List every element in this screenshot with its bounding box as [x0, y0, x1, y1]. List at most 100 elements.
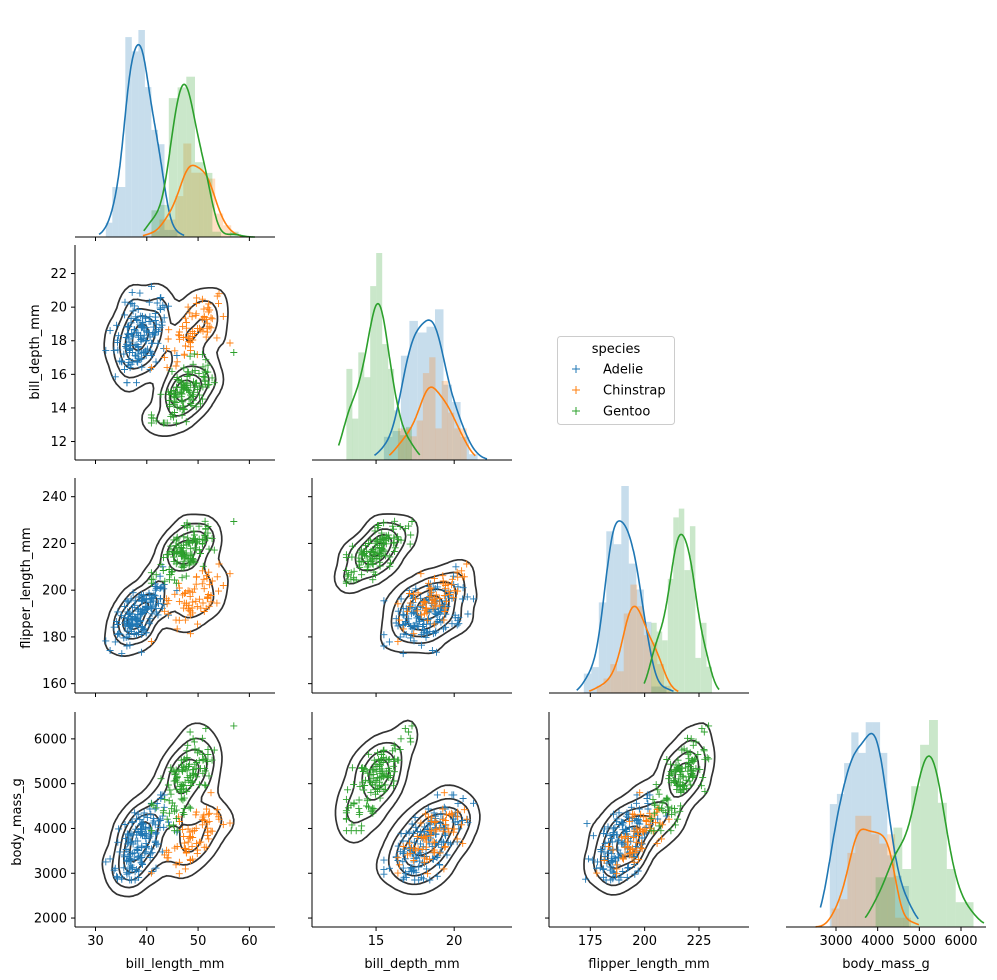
- scatter-point: [454, 800, 462, 808]
- scatter-point: [449, 572, 457, 580]
- scatter-point: [690, 772, 698, 780]
- scatter-point: [151, 805, 159, 813]
- scatter-point: [440, 803, 448, 811]
- scatter-point: [171, 576, 178, 584]
- y-tick-label: 20: [50, 301, 67, 316]
- scatter-point: [350, 567, 358, 575]
- scatter-point: [392, 615, 400, 623]
- scatter-point: [652, 819, 660, 827]
- scatter-point: [362, 552, 370, 560]
- scatter-point: [152, 830, 160, 838]
- scatter-point: [170, 802, 178, 810]
- scatter-point: [639, 827, 647, 835]
- scatter-point: [348, 821, 356, 829]
- scatter-point: [364, 557, 372, 565]
- histogram-bar: [858, 752, 866, 927]
- scatter-point: [406, 540, 414, 548]
- scatter-point: [127, 300, 135, 308]
- scatter-point: [399, 611, 407, 619]
- scatter-point: [204, 308, 212, 316]
- scatter-point: [114, 346, 122, 354]
- scatter-point: [446, 591, 454, 598]
- scatter-point: [148, 849, 156, 857]
- scatter-point: [141, 849, 149, 857]
- histogram-bar: [658, 686, 667, 693]
- scatter-point: [138, 854, 146, 861]
- scatter-point: [385, 638, 393, 646]
- scatter-point: [667, 827, 675, 835]
- scatter-point: [173, 358, 181, 366]
- scatter-point: [609, 828, 617, 836]
- scatter-point: [419, 629, 427, 637]
- scatter-point: [215, 300, 222, 308]
- histogram-bar: [167, 219, 176, 237]
- scatter-point: [184, 741, 192, 749]
- legend-entry-label: Adelie: [603, 363, 643, 378]
- scatter-point: [418, 601, 426, 609]
- scatter-point: [358, 571, 366, 579]
- histogram-bar: [382, 344, 389, 460]
- histogram-layer: [105, 30, 974, 927]
- scatter-point: [114, 336, 121, 344]
- scatter-point: [147, 364, 155, 372]
- scatter-point: [426, 855, 434, 863]
- scatter-point: [199, 327, 207, 335]
- scatter-point: [195, 522, 203, 530]
- scatter-point: [141, 313, 149, 321]
- histogram-bar: [657, 664, 664, 693]
- scatter-point: [347, 575, 355, 583]
- scatter-point: [180, 351, 188, 359]
- scatter-point: [394, 854, 402, 862]
- histogram-bar: [199, 172, 208, 237]
- scatter-point: [438, 837, 446, 845]
- scatter-point: [173, 375, 181, 383]
- scatter-point: [126, 876, 134, 884]
- scatter-point: [138, 597, 146, 605]
- scatter-point: [164, 335, 172, 343]
- scatter-point: [424, 805, 432, 813]
- scatter-point: [633, 799, 640, 807]
- scatter-point: [428, 827, 436, 835]
- scatter-point: [448, 594, 456, 602]
- histogram-bar: [388, 368, 395, 460]
- scatter-point: [206, 809, 214, 817]
- scatter-point: [164, 550, 172, 558]
- histogram-bar: [151, 231, 160, 237]
- scatter-point: [627, 803, 635, 811]
- scatter-point: [625, 863, 632, 871]
- kde-layer: [98, 43, 985, 928]
- scatter-point: [612, 855, 619, 863]
- scatter-point: [123, 597, 131, 605]
- scatter-point: [673, 782, 681, 789]
- scatter-point: [396, 848, 404, 856]
- scatter-point: [459, 817, 467, 824]
- scatter-point: [155, 817, 162, 825]
- scatter-point: [192, 311, 200, 319]
- scatter-point: [431, 812, 439, 820]
- scatter-point: [138, 335, 146, 343]
- scatter-point: [189, 336, 197, 344]
- scatter-point: [114, 838, 122, 846]
- scatter-point: [152, 586, 160, 594]
- scatter-point: [399, 864, 407, 872]
- scatter-point: [202, 843, 210, 851]
- scatter-point: [157, 584, 165, 592]
- scatter-point: [138, 322, 146, 330]
- scatter-point: [201, 531, 209, 539]
- scatter-point: [176, 404, 184, 412]
- scatter-point: [213, 292, 221, 300]
- scatter-point: [173, 827, 181, 835]
- scatter-point: [426, 593, 434, 601]
- scatter-point: [152, 864, 160, 872]
- kde-curve: [142, 164, 248, 238]
- scatter-point: [355, 810, 363, 818]
- scatter-point: [369, 770, 377, 778]
- scatter-point: [147, 638, 155, 646]
- scatter-point: [189, 827, 197, 835]
- scatter-point: [179, 796, 187, 804]
- scatter-point: [396, 746, 404, 754]
- histogram-bar: [358, 352, 365, 460]
- scatter-point: [430, 809, 438, 817]
- scatter-point: [662, 795, 670, 803]
- scatter-point: [372, 571, 379, 579]
